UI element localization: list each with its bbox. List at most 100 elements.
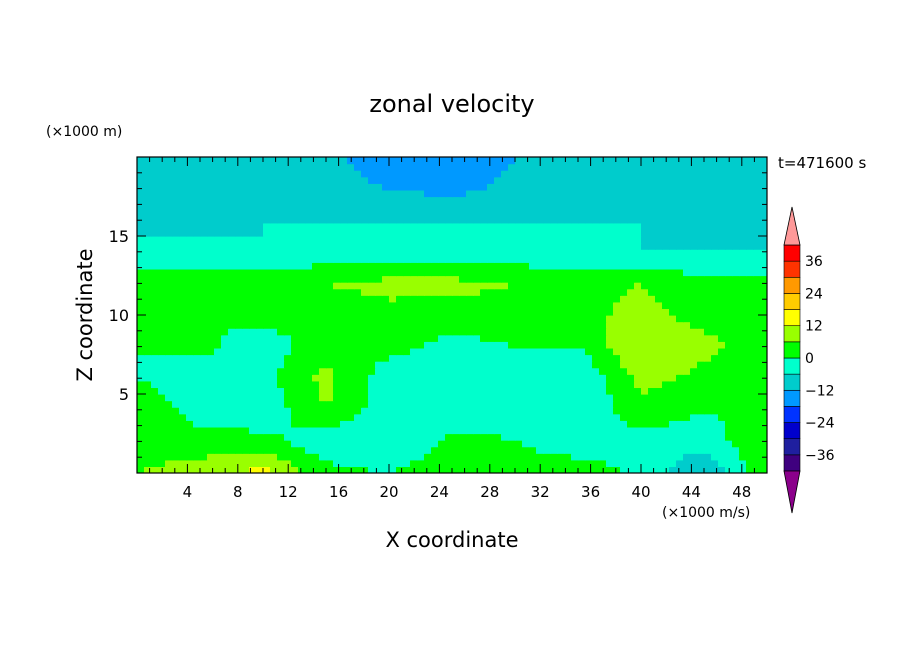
field-cell bbox=[137, 459, 145, 468]
field-cell bbox=[403, 394, 411, 402]
field-cell bbox=[375, 262, 383, 270]
field-cell bbox=[445, 216, 453, 224]
field-cell bbox=[214, 176, 222, 184]
field-cell bbox=[732, 163, 740, 171]
field-cell bbox=[746, 301, 754, 310]
field-cell bbox=[641, 459, 649, 468]
field-cell bbox=[571, 328, 579, 336]
field-cell bbox=[207, 183, 215, 191]
field-cell bbox=[697, 157, 705, 165]
field-cell bbox=[473, 268, 481, 277]
field-cell bbox=[753, 242, 761, 250]
field-cell bbox=[627, 321, 635, 329]
field-cell bbox=[151, 426, 159, 435]
field-cell bbox=[452, 413, 460, 421]
field-cell bbox=[207, 301, 215, 310]
field-cell bbox=[529, 394, 537, 402]
field-cell bbox=[494, 453, 502, 461]
field-cell bbox=[312, 308, 320, 316]
field-cell bbox=[557, 354, 565, 362]
field-cell bbox=[347, 380, 355, 389]
field-cell bbox=[214, 433, 222, 441]
field-cell bbox=[452, 242, 460, 250]
field-cell bbox=[410, 229, 418, 237]
field-cell bbox=[676, 413, 684, 421]
field-cell bbox=[165, 361, 173, 369]
colorbar-swatch bbox=[783, 422, 801, 440]
field-cell bbox=[396, 262, 404, 270]
field-cell bbox=[410, 321, 418, 329]
field-cell bbox=[725, 453, 733, 461]
field-cell bbox=[648, 315, 656, 323]
field-cell bbox=[466, 347, 474, 356]
field-cell bbox=[186, 242, 194, 250]
field-cell bbox=[585, 163, 593, 171]
field-cell bbox=[228, 341, 236, 349]
field-cell bbox=[179, 255, 187, 263]
field-cell bbox=[522, 163, 530, 171]
field-cell bbox=[256, 367, 264, 375]
field-cell bbox=[683, 295, 691, 303]
field-cell bbox=[690, 453, 698, 461]
field-cell bbox=[655, 249, 663, 257]
field-cell bbox=[739, 400, 747, 408]
field-cell bbox=[368, 196, 376, 204]
field-cell bbox=[389, 268, 397, 277]
field-cell bbox=[529, 196, 537, 204]
field-cell bbox=[634, 189, 642, 198]
field-cell bbox=[144, 328, 152, 336]
field-cell bbox=[494, 301, 502, 310]
field-cell bbox=[431, 216, 439, 224]
field-cell bbox=[746, 387, 754, 395]
field-cell bbox=[466, 183, 474, 191]
field-cell bbox=[179, 157, 187, 165]
field-cell bbox=[655, 466, 663, 473]
field-cell bbox=[739, 216, 747, 224]
field-cell bbox=[529, 222, 537, 231]
field-cell bbox=[375, 275, 383, 283]
field-cell bbox=[207, 426, 215, 435]
field-cell bbox=[718, 400, 726, 408]
field-cell bbox=[676, 301, 684, 310]
field-cell bbox=[732, 459, 740, 468]
field-cell bbox=[431, 295, 439, 303]
field-cell bbox=[403, 321, 411, 329]
field-cell bbox=[564, 203, 572, 211]
field-cell bbox=[347, 400, 355, 408]
field-cell bbox=[445, 157, 453, 165]
field-cell bbox=[277, 380, 285, 389]
field-cell bbox=[634, 315, 642, 323]
field-cell bbox=[571, 170, 579, 178]
field-cell bbox=[249, 341, 257, 349]
field-cell bbox=[508, 282, 516, 290]
field-cell bbox=[515, 420, 523, 428]
field-cell bbox=[599, 407, 607, 415]
field-cell bbox=[186, 387, 194, 395]
field-cell bbox=[382, 196, 390, 204]
field-cell bbox=[592, 400, 600, 408]
field-cell bbox=[235, 341, 243, 349]
field-cell bbox=[641, 288, 649, 296]
field-cell bbox=[578, 446, 586, 454]
field-cell bbox=[417, 453, 425, 461]
field-cell bbox=[641, 242, 649, 250]
field-cell bbox=[599, 301, 607, 310]
field-cell bbox=[557, 321, 565, 329]
field-cell bbox=[361, 321, 369, 329]
field-cell bbox=[263, 413, 271, 421]
field-cell bbox=[340, 176, 348, 184]
field-cell bbox=[627, 229, 635, 237]
field-cell bbox=[508, 426, 516, 435]
field-cell bbox=[242, 203, 250, 211]
field-cell bbox=[284, 308, 292, 316]
field-cell bbox=[550, 413, 558, 421]
field-cell bbox=[144, 446, 152, 454]
field-cell bbox=[312, 387, 320, 395]
field-cell bbox=[228, 413, 236, 421]
field-cell bbox=[144, 222, 152, 231]
field-cell bbox=[655, 394, 663, 402]
field-cell bbox=[508, 176, 516, 184]
field-cell bbox=[368, 203, 376, 211]
field-cell bbox=[683, 361, 691, 369]
field-cell bbox=[333, 446, 341, 454]
